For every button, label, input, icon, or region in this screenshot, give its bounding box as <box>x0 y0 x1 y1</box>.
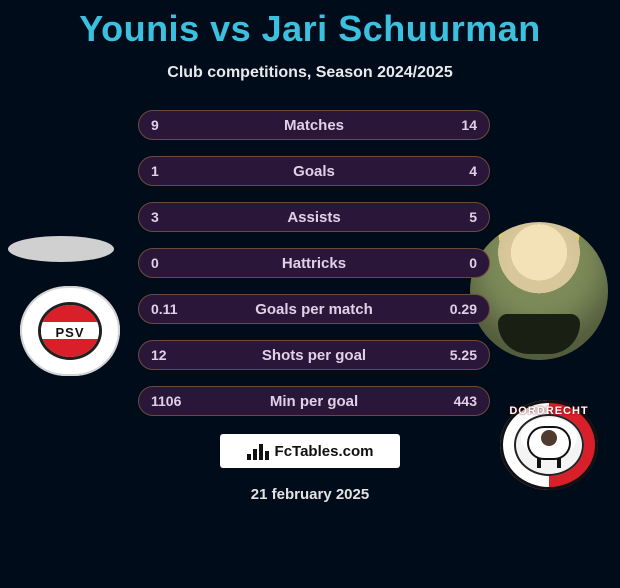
stat-row: 9 Matches 14 <box>138 110 490 140</box>
stat-label: Min per goal <box>270 393 358 410</box>
club-badge-left-text: PSV <box>41 325 99 340</box>
stat-label: Matches <box>284 117 344 134</box>
footer-brand-text: FcTables.com <box>275 443 374 460</box>
player-right-avatar <box>470 222 608 360</box>
page-title: Younis vs Jari Schuurman <box>0 8 620 50</box>
stat-right-value: 0.29 <box>450 301 477 317</box>
stat-left-value: 0 <box>151 255 159 271</box>
stat-row: 1 Goals 4 <box>138 156 490 186</box>
stat-right-value: 5 <box>469 209 477 225</box>
stat-row: 0.11 Goals per match 0.29 <box>138 294 490 324</box>
club-badge-left: PSV <box>20 286 120 376</box>
footer-brand: FcTables.com <box>220 434 400 468</box>
stat-left-value: 1 <box>151 163 159 179</box>
stat-row: 12 Shots per goal 5.25 <box>138 340 490 370</box>
stat-left-value: 3 <box>151 209 159 225</box>
subtitle: Club competitions, Season 2024/2025 <box>0 64 620 82</box>
stats-rows: 9 Matches 14 1 Goals 4 3 Assists 5 0 Hat… <box>138 110 490 416</box>
stat-label: Assists <box>287 209 340 226</box>
player-left-avatar <box>8 236 114 262</box>
stat-row: 3 Assists 5 <box>138 202 490 232</box>
stat-label: Shots per goal <box>262 347 366 364</box>
stat-right-value: 5.25 <box>450 347 477 363</box>
stat-left-value: 1106 <box>151 393 181 409</box>
stat-label: Goals per match <box>255 301 373 318</box>
stat-label: Goals <box>293 163 335 180</box>
comparison-panel: PSV DORDRECHT 9 Matches 14 1 Goals 4 3 A… <box>0 110 620 416</box>
stat-row: 1106 Min per goal 443 <box>138 386 490 416</box>
stat-row: 0 Hattricks 0 <box>138 248 490 278</box>
stat-left-value: 9 <box>151 117 159 133</box>
stat-left-value: 12 <box>151 347 167 363</box>
stat-right-value: 14 <box>461 117 477 133</box>
stat-right-value: 443 <box>454 393 477 409</box>
brand-bars-icon <box>247 442 269 460</box>
stat-right-value: 4 <box>469 163 477 179</box>
stat-label: Hattricks <box>282 255 346 272</box>
stat-left-value: 0.11 <box>151 301 177 317</box>
club-badge-right: DORDRECHT <box>500 400 598 490</box>
stat-right-value: 0 <box>469 255 477 271</box>
